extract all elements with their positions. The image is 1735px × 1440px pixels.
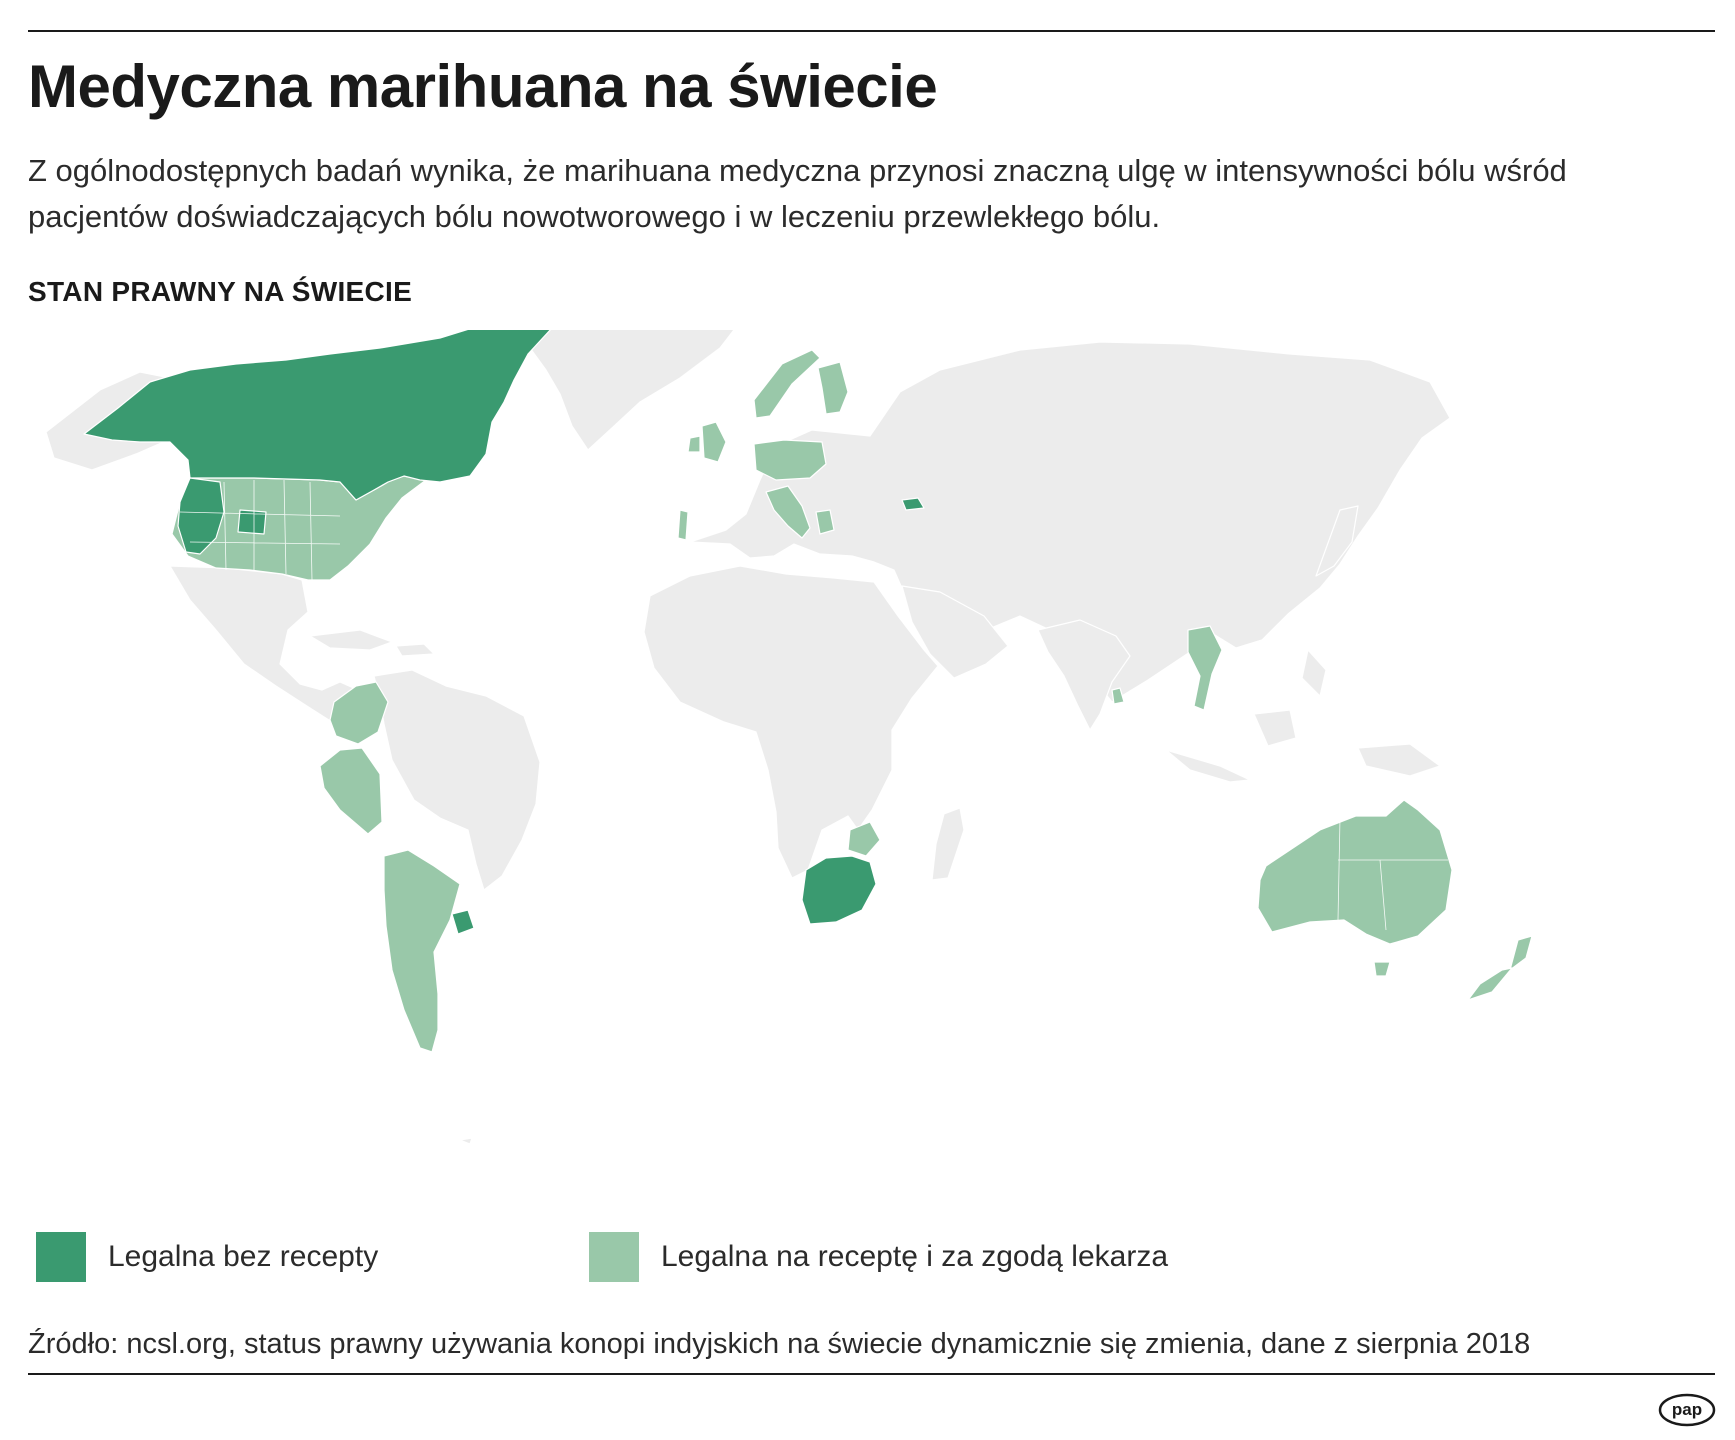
- region-uk: [701, 421, 727, 463]
- region-southern-cone: [383, 849, 461, 1053]
- lead-paragraph: Z ogólnodostępnych badań wynika, że mari…: [28, 153, 1567, 234]
- region-italy-croatia: [765, 485, 811, 539]
- map-legend: Legalna bez recepty Legalna na receptę i…: [36, 1232, 1636, 1282]
- region-new-zealand-south: [1467, 967, 1513, 1001]
- world-map: [45, 330, 1533, 1145]
- region-sri-lanka: [1111, 687, 1125, 705]
- region-norway: [753, 349, 821, 419]
- region-south-africa: [801, 855, 877, 925]
- region-peru: [319, 747, 383, 835]
- region-arabia: [901, 585, 1009, 679]
- legend-swatch-medical: [589, 1232, 639, 1282]
- region-india: [1037, 619, 1131, 731]
- region-antarctica-fragment: [459, 1137, 473, 1145]
- region-madagascar: [931, 807, 965, 881]
- australia-state-borders: [1337, 817, 1448, 931]
- legend-item-medical: Legalna na receptę i za zgodą lekarza: [589, 1232, 1168, 1282]
- top-rule: [28, 30, 1715, 32]
- region-uruguay: [451, 909, 475, 935]
- region-portugal: [677, 509, 689, 541]
- region-tasmania: [1373, 961, 1391, 977]
- region-south-america-other: [373, 669, 541, 891]
- region-new-guinea: [1357, 743, 1441, 777]
- region-hispaniola: [395, 643, 435, 657]
- region-greenland: [529, 330, 735, 451]
- region-thailand: [1187, 625, 1223, 711]
- legend-item-recreational: Legalna bez recepty: [36, 1232, 378, 1282]
- region-philippines: [1301, 649, 1327, 697]
- region-borneo: [1253, 709, 1297, 747]
- region-greece: [815, 509, 835, 535]
- region-caribbean: [309, 629, 393, 651]
- region-australia: [1257, 799, 1453, 945]
- source-note: Źródło: ncsl.org, status prawny używania…: [28, 1328, 1531, 1360]
- bottom-rule: [28, 1373, 1715, 1375]
- region-africa-other: [643, 565, 939, 879]
- map-heading: STAN PRAWNY NA ŚWIECIE: [28, 276, 413, 307]
- region-new-zealand: [1509, 935, 1533, 971]
- region-central-europe: [753, 439, 827, 481]
- region-colombia: [329, 681, 389, 745]
- pap-logo-text: pap: [1672, 1400, 1702, 1419]
- region-mexico-central-america: [169, 565, 367, 725]
- page-title: Medyczna marihuana na świecie: [28, 53, 938, 120]
- region-finland: [817, 361, 849, 415]
- legend-label-recreational: Legalna bez recepty: [108, 1240, 379, 1273]
- us-state-borders: [179, 479, 341, 581]
- region-georgia: [901, 497, 925, 511]
- region-indonesia: [1165, 749, 1251, 783]
- region-zimbabwe: [847, 821, 881, 857]
- region-eurasia-other: [689, 341, 1451, 703]
- legend-swatch-recreational: [36, 1232, 86, 1282]
- region-us-west-coast: [177, 477, 225, 555]
- region-japan: [1315, 505, 1359, 577]
- legend-label-medical: Legalna na receptę i za zgodą lekarza: [661, 1240, 1169, 1273]
- region-ireland: [687, 435, 701, 453]
- region-canada: [83, 330, 551, 501]
- pap-logo: pap: [1658, 1393, 1716, 1427]
- region-us-colorado: [237, 509, 267, 535]
